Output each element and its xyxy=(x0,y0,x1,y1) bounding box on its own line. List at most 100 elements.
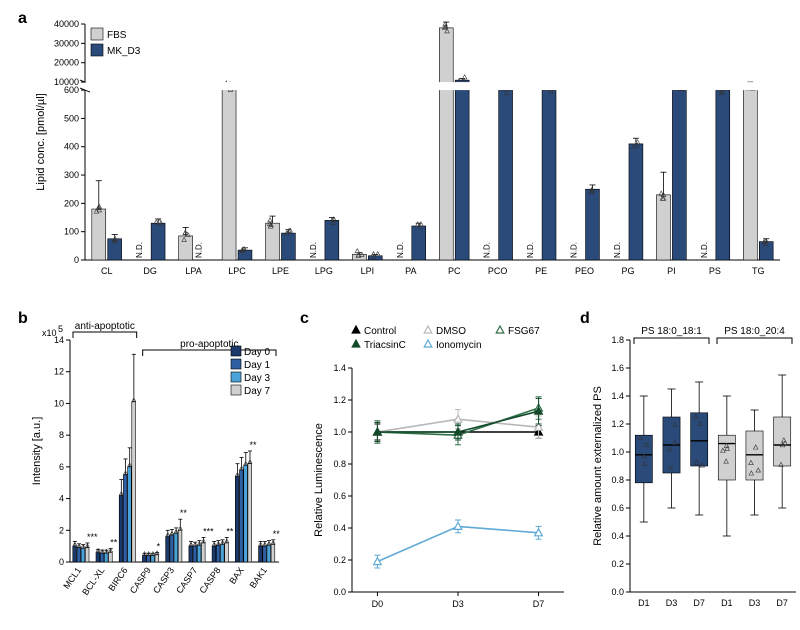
svg-text:D1: D1 xyxy=(638,598,650,608)
svg-text:0.8: 0.8 xyxy=(611,475,624,485)
svg-text:1.6: 1.6 xyxy=(611,363,624,373)
svg-text:300: 300 xyxy=(64,170,79,180)
svg-text:N.D.: N.D. xyxy=(396,242,405,258)
svg-text:BAK1: BAK1 xyxy=(248,565,269,590)
svg-text:PS 18:0_20:4: PS 18:0_20:4 xyxy=(724,326,785,337)
svg-text:PE: PE xyxy=(535,266,547,276)
svg-text:100: 100 xyxy=(64,227,79,237)
svg-text:D3: D3 xyxy=(749,598,761,608)
svg-text:LPC: LPC xyxy=(228,266,246,276)
svg-text:400: 400 xyxy=(64,142,79,152)
svg-text:**: ** xyxy=(226,526,234,536)
svg-text:Ionomycin: Ionomycin xyxy=(436,340,482,351)
svg-text:N.D.: N.D. xyxy=(526,242,535,258)
svg-text:8: 8 xyxy=(59,430,64,440)
svg-text:pro-apoptotic: pro-apoptotic xyxy=(180,339,238,350)
svg-text:MCL1: MCL1 xyxy=(61,565,83,590)
svg-text:N.D.: N.D. xyxy=(195,242,204,258)
svg-text:4: 4 xyxy=(59,494,64,504)
svg-text:10: 10 xyxy=(54,398,64,408)
svg-text:6: 6 xyxy=(59,462,64,472)
svg-text:D1: D1 xyxy=(721,598,733,608)
svg-text:N.D.: N.D. xyxy=(483,242,492,258)
svg-text:MK_D3: MK_D3 xyxy=(107,46,141,57)
svg-text:12: 12 xyxy=(54,367,64,377)
svg-text:CASP9: CASP9 xyxy=(128,565,153,595)
svg-text:BIRC6: BIRC6 xyxy=(106,565,129,592)
svg-text:PI: PI xyxy=(667,266,676,276)
panel-d-label: d xyxy=(580,310,590,328)
svg-text:5: 5 xyxy=(58,324,63,334)
svg-text:CL: CL xyxy=(101,266,113,276)
svg-text:D3: D3 xyxy=(666,598,678,608)
panel-a-label: a xyxy=(18,10,27,28)
svg-text:1.2: 1.2 xyxy=(333,395,346,405)
svg-text:BAX: BAX xyxy=(227,565,246,585)
panel-c-chart: 0.00.20.40.60.81.01.21.4D0D3D7Relative L… xyxy=(310,320,570,620)
svg-text:0: 0 xyxy=(59,557,64,567)
svg-text:30000: 30000 xyxy=(54,38,79,48)
svg-text:0.8: 0.8 xyxy=(333,459,346,469)
svg-text:1.0: 1.0 xyxy=(611,447,624,457)
svg-text:BCL-XL: BCL-XL xyxy=(80,565,106,597)
panel-b-chart: 02468101214x105Intensity [a.u.]***MCL1**… xyxy=(28,320,283,620)
svg-text:D7: D7 xyxy=(776,598,788,608)
svg-text:N.D.: N.D. xyxy=(135,242,144,258)
svg-text:FSG67: FSG67 xyxy=(508,326,540,337)
svg-text:0.2: 0.2 xyxy=(611,559,624,569)
svg-text:Relative amount externalized P: Relative amount externalized PS xyxy=(592,386,604,546)
svg-text:0.0: 0.0 xyxy=(333,587,346,597)
svg-text:CASP7: CASP7 xyxy=(174,565,199,595)
panel-d-chart: 0.00.20.40.60.81.01.21.41.61.8Relative a… xyxy=(590,320,800,620)
svg-text:***: *** xyxy=(203,526,214,536)
svg-text:LPA: LPA xyxy=(185,266,201,276)
panel-b-label: b xyxy=(18,310,28,328)
svg-text:0.6: 0.6 xyxy=(333,491,346,501)
svg-text:PS: PS xyxy=(709,266,721,276)
svg-text:20000: 20000 xyxy=(54,58,79,68)
svg-text:CASP8: CASP8 xyxy=(197,565,222,595)
svg-text:1.4: 1.4 xyxy=(611,391,624,401)
svg-text:Lipid conc. [pmol/µl]: Lipid conc. [pmol/µl] xyxy=(35,93,47,190)
svg-text:**: ** xyxy=(250,440,258,450)
svg-text:0.6: 0.6 xyxy=(611,503,624,513)
svg-text:PS 18:0_18:1: PS 18:0_18:1 xyxy=(641,326,702,337)
panel-a-legend: FBS MK_D3 xyxy=(91,28,141,57)
svg-text:***: *** xyxy=(87,532,98,542)
svg-text:DG: DG xyxy=(143,266,157,276)
svg-text:CASP3: CASP3 xyxy=(151,565,176,595)
svg-text:Day 3: Day 3 xyxy=(244,373,271,384)
svg-text:10000: 10000 xyxy=(54,77,79,87)
svg-text:TriacsinC: TriacsinC xyxy=(364,340,406,351)
svg-text:2: 2 xyxy=(59,525,64,535)
svg-text:PCO: PCO xyxy=(488,266,508,276)
svg-text:1.0: 1.0 xyxy=(333,427,346,437)
svg-text:PEO: PEO xyxy=(575,266,594,276)
svg-text:40000: 40000 xyxy=(54,19,79,29)
svg-text:D7: D7 xyxy=(533,599,545,609)
svg-text:0.2: 0.2 xyxy=(333,555,346,565)
svg-text:**: ** xyxy=(180,508,188,518)
svg-text:PA: PA xyxy=(405,266,416,276)
figure: a 01002003004005006001000020000300004000… xyxy=(10,10,790,620)
svg-text:D3: D3 xyxy=(452,599,464,609)
panel-c-label: c xyxy=(300,310,309,328)
svg-text:N.D.: N.D. xyxy=(309,242,318,258)
svg-text:LPE: LPE xyxy=(272,266,289,276)
svg-text:TG: TG xyxy=(752,266,765,276)
svg-text:N.D.: N.D. xyxy=(613,242,622,258)
svg-text:**: ** xyxy=(110,538,118,548)
svg-text:Intensity [a.u.]: Intensity [a.u.] xyxy=(31,417,43,485)
svg-text:Day 1: Day 1 xyxy=(244,360,271,371)
svg-text:1.8: 1.8 xyxy=(611,335,624,345)
svg-text:LPG: LPG xyxy=(315,266,333,276)
svg-text:DMSO: DMSO xyxy=(436,326,466,337)
svg-text:PC: PC xyxy=(448,266,461,276)
svg-text:**: ** xyxy=(273,529,281,539)
svg-text:D0: D0 xyxy=(372,599,384,609)
svg-text:Control: Control xyxy=(364,326,396,337)
svg-text:N.D.: N.D. xyxy=(570,242,579,258)
svg-text:PG: PG xyxy=(621,266,634,276)
panel-a-chart: 010020030040050060010000200003000040000L… xyxy=(30,16,790,296)
svg-text:FBS: FBS xyxy=(107,30,127,41)
